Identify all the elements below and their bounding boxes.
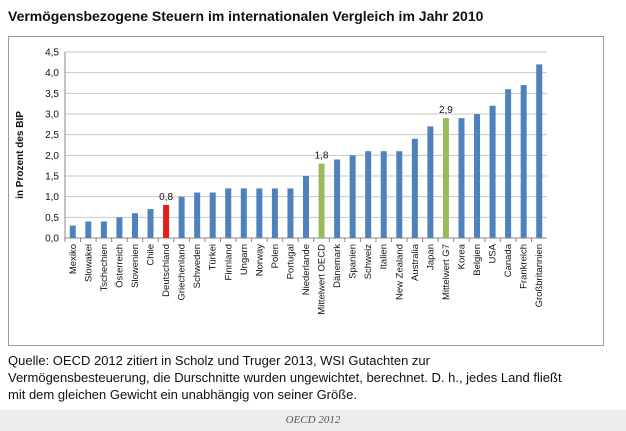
bar [163,204,170,238]
x-tick-label: Mittelwert OECD [317,244,328,315]
x-tick-label: Slowakei [83,244,94,282]
x-tick-label: Österreich [114,244,125,288]
x-tick-label: USA [488,243,499,263]
chart-title: Vermögensbezogene Steuern im internation… [8,8,484,24]
x-tick-label: Deutschland [161,244,172,297]
bar [287,188,294,238]
bar [256,188,263,238]
x-tick-label: Japan [425,244,436,270]
y-tick-label: 4,5 [45,48,59,59]
bar [116,217,123,238]
x-tick-label: Niederlande [301,244,312,295]
bar [380,151,387,238]
data-label: 2,9 [439,105,453,116]
x-tick-label: Schweiz [363,244,374,280]
y-axis-label: in Prozent des BIP [15,111,26,199]
bar [474,114,481,238]
x-tick-label: Griechenland [177,244,188,301]
bar [334,159,341,238]
source-line: Vermögensbesteuerung, die Durschnitte wu… [8,370,562,385]
image-caption: OECD 2012 [0,410,626,431]
source-note: Quelle: OECD 2012 zitiert in Scholz und … [8,352,620,403]
axis-layer: 0,0 0,5 1,0 1,5 2,0 2,5 3,0 3,5 4,0 4,5 Mexiko Slow… [45,48,547,315]
bar-chart: 0,0 0,5 1,0 1,5 2,0 2,5 3,0 3,5 4,0 4,5 Mexiko Slow… [15,48,547,315]
grid-layer [65,51,547,218]
bar [489,105,496,238]
bar [318,163,325,238]
x-tick-label: Schweden [192,244,203,288]
bar [225,188,232,238]
data-label: 1,8 [315,151,329,162]
x-tick-label: Norway [254,244,265,276]
x-tick-label: Finnland [223,244,234,280]
bar [536,64,543,239]
bar [131,213,138,238]
x-tick-label: Türkei [208,244,219,270]
bar [100,221,107,238]
bar [396,151,403,238]
bar [209,192,216,238]
x-tick-label: Belgien [472,244,483,276]
y-tick-label: 3,5 [45,89,59,100]
x-tick-label: Ungarn [239,244,250,275]
source-line: Quelle: OECD 2012 zitiert in Scholz und … [8,353,430,368]
bar [147,209,154,238]
x-tick-label: Australia [410,243,421,281]
x-tick-label: Slowenien [130,244,141,288]
x-tick-label: Polen [270,244,281,268]
x-tick-label: Dänemark [332,244,343,288]
x-tick-label: New Zealand [394,244,405,300]
bar [349,155,356,238]
y-tick-label: 1,5 [45,172,59,183]
y-tick-label: 0,0 [45,234,59,245]
bar [271,188,278,238]
x-tick-label: Chile [146,244,157,266]
bar [194,192,201,238]
x-tick-label: Tschechien [99,244,110,292]
bar [442,118,449,238]
x-tick-label: Frankreich [519,244,530,289]
y-tick-label: 1,0 [45,192,59,203]
bar [69,225,76,238]
y-tick-label: 4,0 [45,68,59,79]
bar [240,188,247,238]
y-tick-label: 0,5 [45,213,59,224]
bar [427,126,434,238]
label-layer: 0,8 1,8 2,9 [159,105,453,203]
x-tick-label: Portugal [285,244,296,279]
bar [303,176,309,238]
bar [411,138,418,238]
source-line: mit dem gleichen Gewicht ein unabhängig … [8,387,358,402]
bar [178,196,185,238]
x-tick-label: Spanien [348,244,359,279]
bar [458,118,465,238]
x-tick-label: Italien [379,244,390,269]
bar [365,151,372,238]
bar [85,221,92,238]
x-tick-label: Mexiko [68,244,79,274]
bar [520,85,527,238]
x-tick-label: Korea [456,243,467,269]
y-tick-label: 2,0 [45,151,59,162]
chart-frame: 0,0 0,5 1,0 1,5 2,0 2,5 3,0 3,5 4,0 4,5 Mexiko Slow… [8,36,604,346]
x-tick-label: Canada [503,243,514,277]
y-tick-label: 2,5 [45,130,59,141]
x-tick-label: Mittelwert G7 [441,244,452,300]
y-tick-label: 3,0 [45,110,59,121]
x-tick-label: Großbritannien [534,244,545,307]
bar-layer [69,64,543,239]
data-label: 0,8 [159,192,173,203]
bar [505,89,512,238]
